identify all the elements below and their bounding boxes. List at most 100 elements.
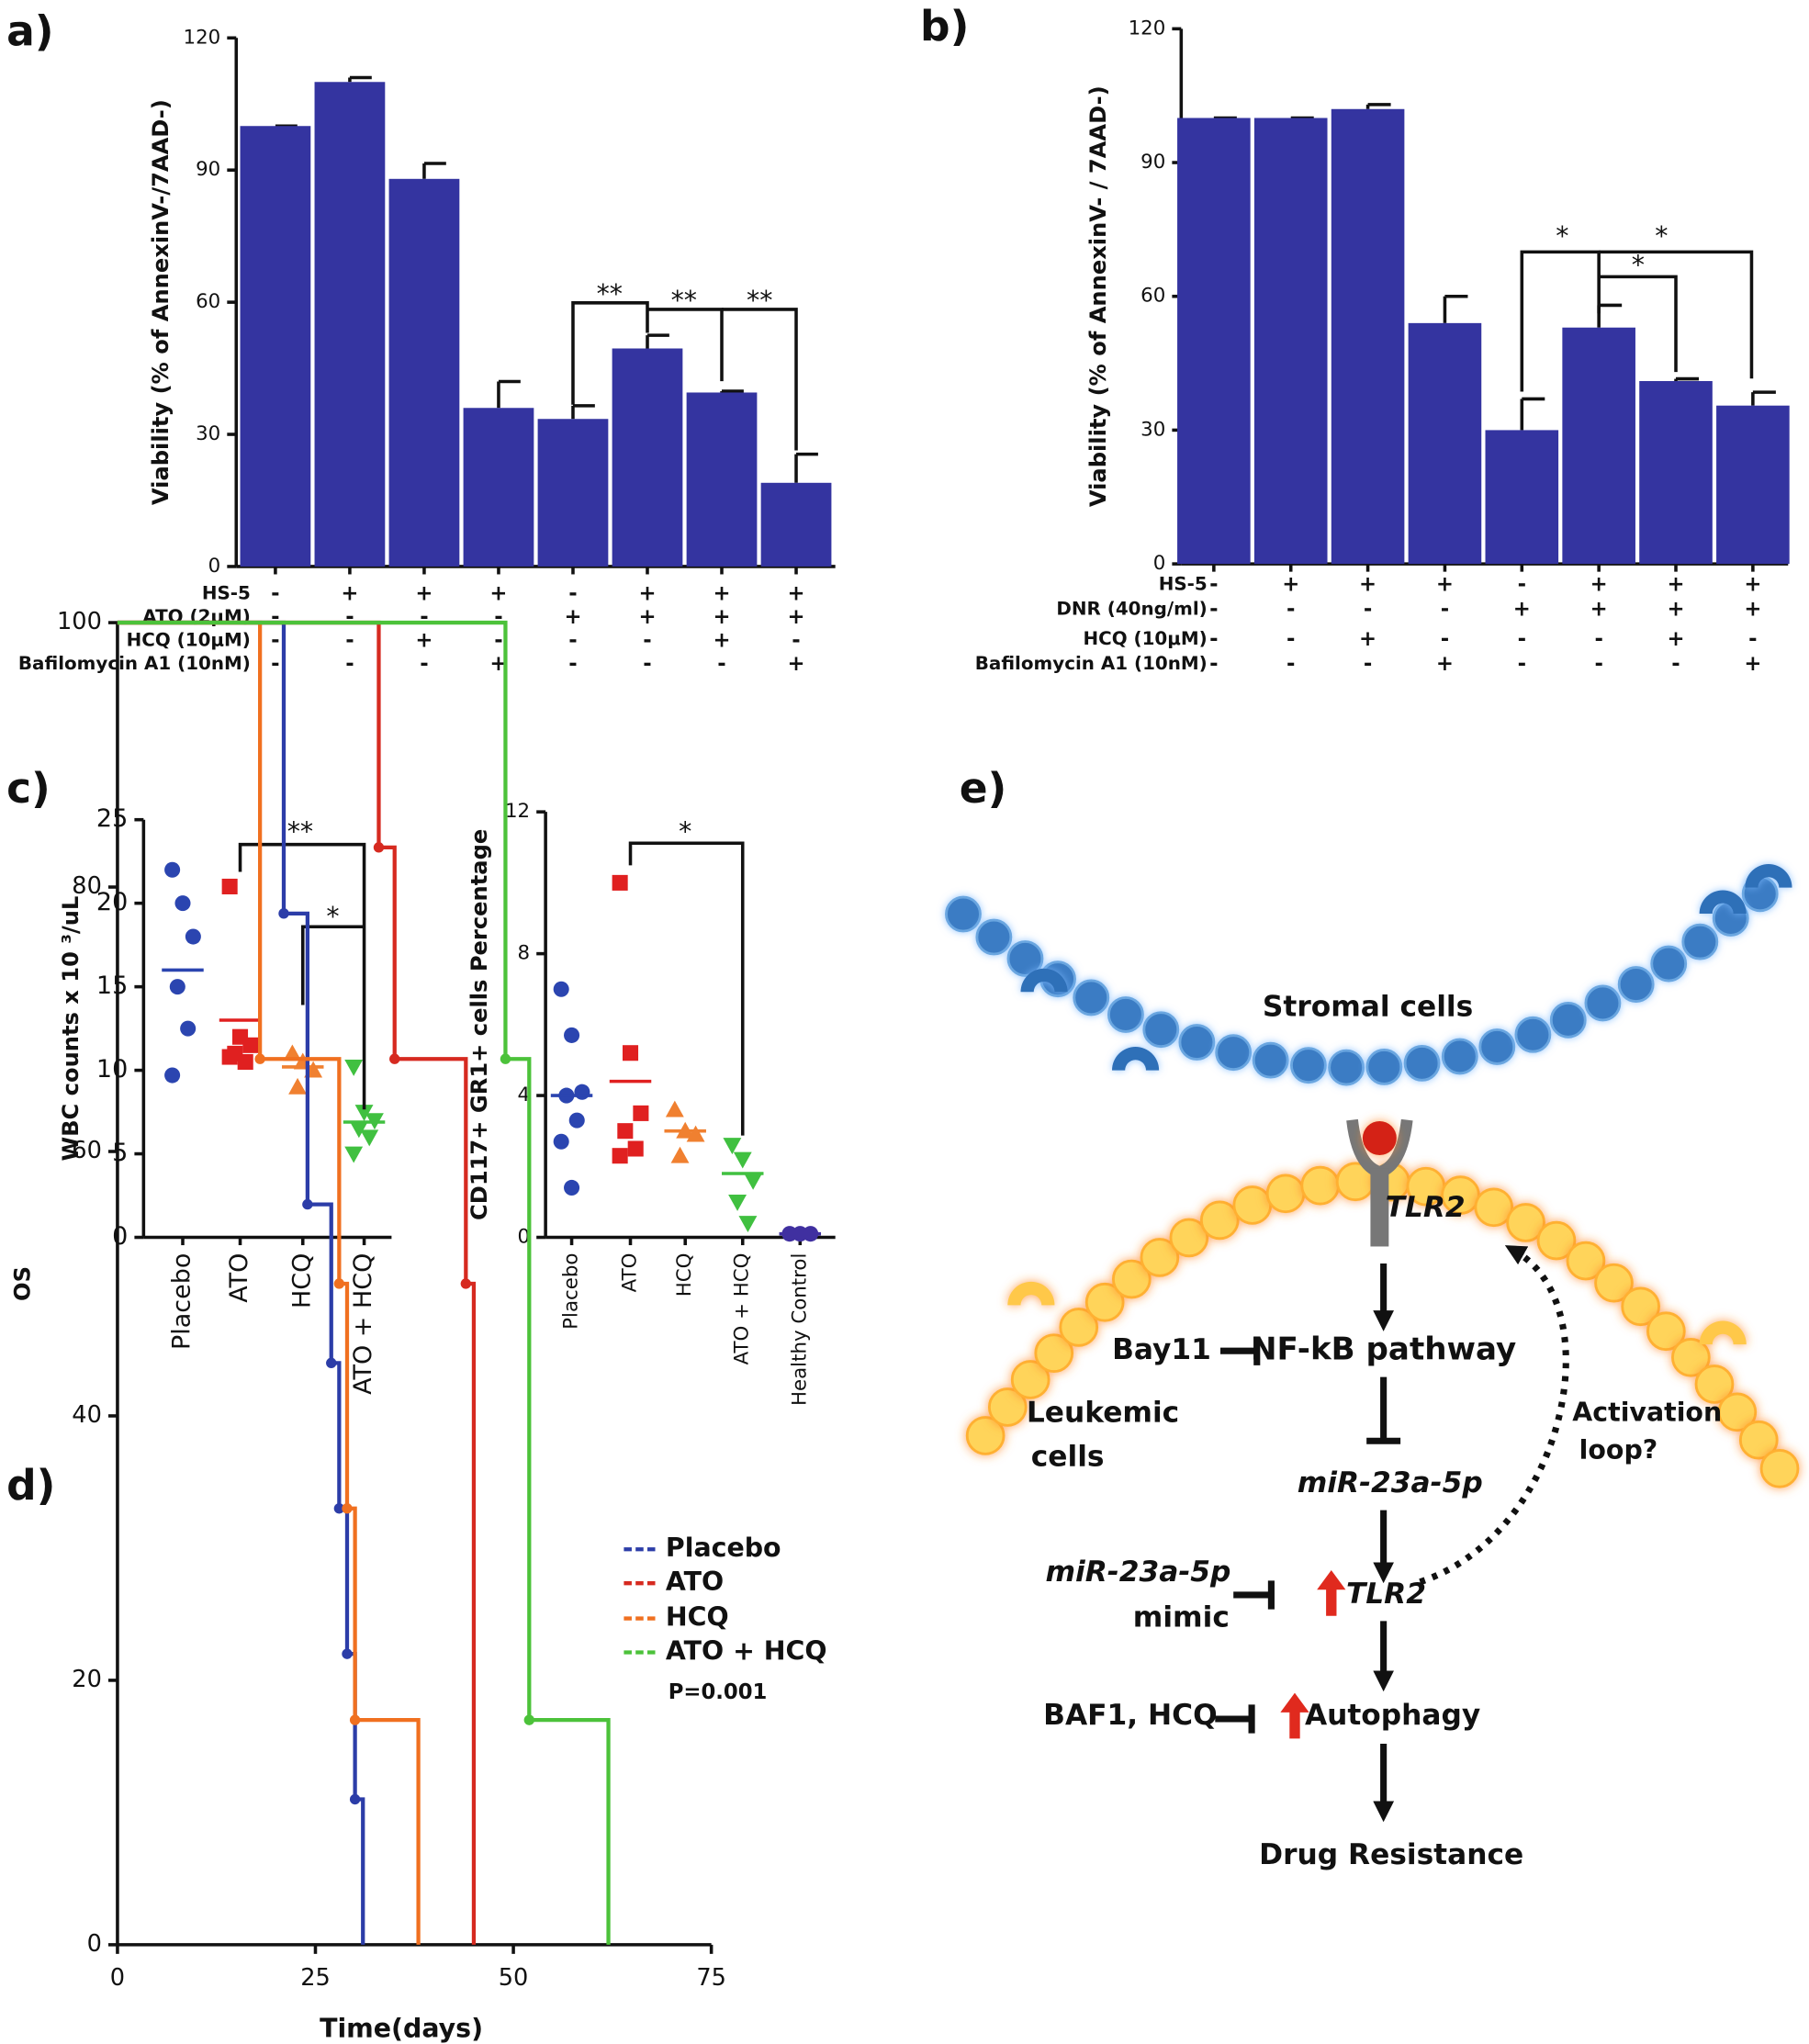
condition-mark: - xyxy=(271,628,279,652)
y-tick-label: 30 xyxy=(196,422,220,445)
condition-mark: + xyxy=(1744,652,1761,676)
y-tick-label: 120 xyxy=(184,26,221,49)
event-dot xyxy=(523,1714,534,1725)
cell xyxy=(1738,1420,1779,1460)
cell xyxy=(1252,1041,1289,1079)
y-tick-label: 0 xyxy=(208,555,221,578)
y-tick-label: 0 xyxy=(518,1226,531,1249)
condition-mark: + xyxy=(1667,572,1684,596)
data-point xyxy=(723,1138,742,1155)
condition-label: Bafilomycin A1 (10nM) xyxy=(975,653,1208,674)
bar xyxy=(388,178,460,567)
data-point xyxy=(568,1112,585,1129)
y-axis-label: OS xyxy=(10,1266,36,1301)
data-point xyxy=(744,1173,763,1190)
cell xyxy=(1178,1024,1216,1061)
bar xyxy=(1177,118,1251,565)
cell xyxy=(1506,1203,1545,1242)
condition-mark: - xyxy=(1209,652,1218,676)
condition-mark: + xyxy=(1667,597,1684,621)
cell xyxy=(1681,923,1719,960)
data-point xyxy=(686,1125,705,1142)
condition-mark: - xyxy=(1287,627,1295,651)
condition-mark: + xyxy=(1513,597,1531,621)
condition-mark: - xyxy=(568,628,577,652)
condition-mark: - xyxy=(271,652,279,676)
condition-mark: + xyxy=(1359,572,1376,596)
bar xyxy=(463,408,534,567)
condition-mark: + xyxy=(787,652,804,676)
cell xyxy=(1650,945,1688,983)
condition-mark: - xyxy=(643,652,651,676)
event-dot xyxy=(254,1053,265,1064)
condition-mark: + xyxy=(341,581,358,605)
data-point xyxy=(564,1179,580,1196)
condition-mark: - xyxy=(1209,572,1218,596)
cell xyxy=(987,1387,1028,1427)
significance-label: ** xyxy=(747,285,772,315)
up-arrow xyxy=(1280,1692,1309,1739)
bar xyxy=(686,392,758,567)
significance-bracket xyxy=(300,925,365,1005)
y-tick-label: 20 xyxy=(96,888,128,916)
stromal-label: Stromal cells xyxy=(1263,990,1473,1023)
condition-mark: - xyxy=(792,628,800,652)
condition-label: HS-5 xyxy=(1159,573,1208,594)
survival-line xyxy=(117,620,611,1945)
condition-mark: - xyxy=(1518,627,1526,651)
data-point xyxy=(344,1146,364,1163)
bar xyxy=(1408,322,1482,565)
y-tick-label: 0 xyxy=(87,1930,102,1958)
cell xyxy=(1073,979,1110,1016)
cell xyxy=(1717,1392,1758,1432)
data-point xyxy=(174,895,191,912)
condition-mark: + xyxy=(489,652,507,676)
x-tick-label: 75 xyxy=(696,1964,726,1992)
y-axis-label: WBC counts x 10 ³/uL xyxy=(58,896,84,1162)
cell-chains xyxy=(945,864,1800,1488)
condition-mark: - xyxy=(1287,652,1295,676)
data-point xyxy=(665,1100,684,1117)
condition-mark: + xyxy=(1436,652,1454,676)
condition-mark: + xyxy=(1359,627,1376,651)
cell xyxy=(1549,1001,1587,1039)
mimic-label: miR-23a-5p xyxy=(1045,1555,1230,1589)
condition-mark: - xyxy=(568,581,577,605)
y-tick-label: 60 xyxy=(1140,285,1165,308)
inhibitor-label: BAF1, HCQ xyxy=(1043,1699,1218,1732)
data-point xyxy=(164,1067,181,1084)
event-dot xyxy=(333,1278,345,1289)
y-tick-label: 8 xyxy=(518,942,531,965)
condition-mark: - xyxy=(1518,572,1526,596)
x-tick-label: ATO xyxy=(619,1253,642,1293)
condition-mark: - xyxy=(1441,597,1449,621)
cell xyxy=(1169,1218,1209,1258)
outcome-label: Drug Resistance xyxy=(1259,1838,1523,1871)
condition-mark: - xyxy=(271,581,279,605)
cell xyxy=(1621,1286,1660,1327)
inhibition xyxy=(1219,1336,1261,1365)
y-tick-label: 25 xyxy=(96,804,128,833)
x-tick-label: ATO + HCQ xyxy=(349,1253,377,1395)
x-tick-label: 50 xyxy=(499,1964,529,1992)
bar xyxy=(1485,430,1559,565)
event-dot xyxy=(342,1503,353,1514)
significance-label: * xyxy=(1556,221,1568,252)
ligand xyxy=(1362,1121,1397,1155)
cell xyxy=(1514,1016,1552,1053)
loop-label: loop? xyxy=(1579,1435,1658,1466)
data-point xyxy=(360,1129,379,1147)
y-tick-label: 100 xyxy=(57,608,102,635)
cell-crescent xyxy=(1699,890,1747,915)
x-tick-label: HCQ xyxy=(673,1253,696,1297)
significance-label: * xyxy=(679,816,691,847)
data-point xyxy=(164,861,181,878)
condition-mark: - xyxy=(420,652,428,676)
x-tick-label: Placebo xyxy=(167,1253,196,1350)
condition-mark: - xyxy=(1209,627,1218,651)
cell xyxy=(1474,1187,1514,1228)
y-tick-label: 80 xyxy=(72,872,102,900)
significance-label: ** xyxy=(287,816,313,847)
receptor-label: TLR2 xyxy=(1386,1191,1466,1224)
data-point xyxy=(564,1027,580,1043)
